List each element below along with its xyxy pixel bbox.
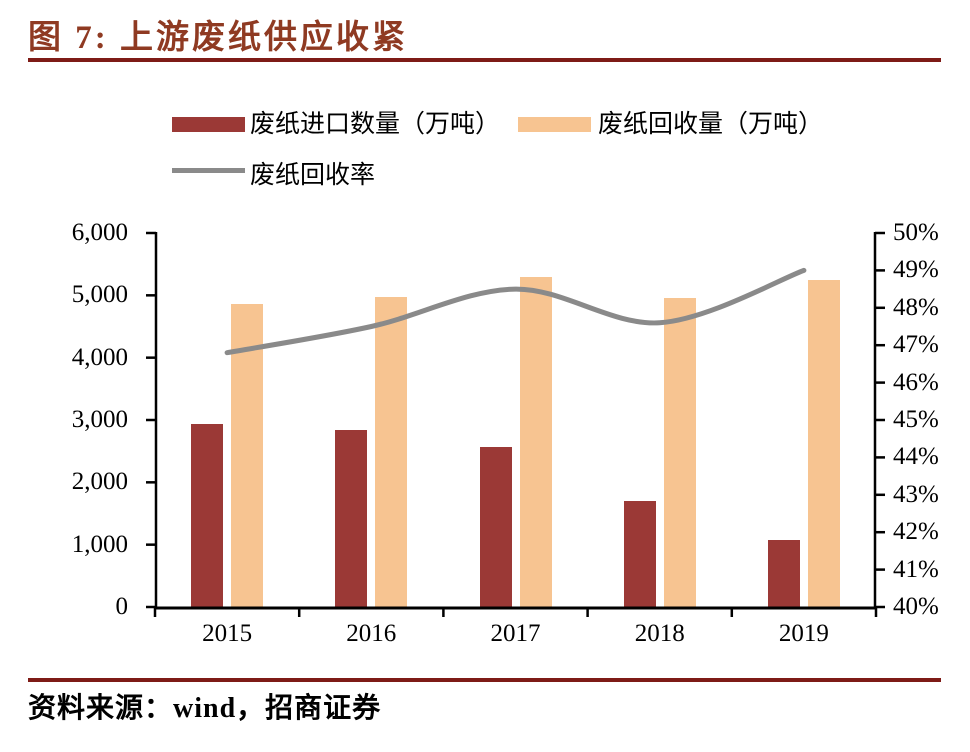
- y-axis-label-right: 45%: [893, 406, 939, 433]
- legend-label-imports: 废纸进口数量（万吨）: [250, 111, 501, 138]
- x-axis-label-year: 2019: [778, 620, 829, 647]
- y-axis-label-right: 41%: [893, 555, 939, 583]
- x-axis-label-year: 2016: [346, 620, 397, 647]
- legend-swatch-rate-line: [172, 168, 245, 173]
- y-axis-label-right: 40%: [893, 593, 939, 620]
- y-axis-label-right: 47%: [893, 331, 939, 359]
- y-axis-label-left: 1,000: [71, 530, 128, 558]
- y-axis-label-left: 5,000: [71, 281, 128, 309]
- y-axis-label-left: 0: [115, 593, 129, 620]
- bar-recovery: [231, 304, 264, 607]
- bar-recovery: [375, 296, 408, 607]
- source-divider: [28, 678, 941, 682]
- legend-swatch-recovery: [518, 117, 591, 132]
- y-axis-label-left: 2,000: [71, 468, 128, 496]
- title-divider: [28, 58, 941, 62]
- bar-recovery: [663, 298, 696, 607]
- y-axis-label-right: 48%: [893, 293, 939, 321]
- bar-imports: [623, 501, 656, 607]
- y-axis-label-right: 43%: [893, 480, 939, 508]
- x-axis-label-year: 2018: [634, 620, 685, 647]
- y-axis-label-right: 46%: [893, 368, 939, 396]
- bar-recovery: [519, 276, 552, 607]
- y-axis-label-right: 44%: [893, 443, 939, 471]
- recovery-rate-line: [224, 267, 807, 356]
- y-axis-label-left: 4,000: [71, 343, 128, 371]
- y-axis-label-right: 49%: [893, 256, 939, 284]
- bar-recovery: [807, 279, 840, 607]
- y-axis-label-right: 50%: [893, 219, 939, 246]
- legend-label-rate: 废纸回收率: [250, 162, 376, 189]
- legend-swatch-imports: [172, 117, 245, 132]
- source-note: 资料来源：wind，招商证券: [28, 693, 382, 724]
- y-axis-label-right: 42%: [893, 518, 939, 546]
- bar-imports: [335, 429, 368, 607]
- y-axis-label-left: 3,000: [71, 406, 128, 433]
- bar-imports: [479, 447, 512, 607]
- x-axis-label-year: 2017: [490, 620, 541, 647]
- figure-title: 图 7: 上游废纸供应收紧: [28, 20, 408, 56]
- y-axis-label-left: 6,000: [71, 219, 128, 246]
- bar-imports: [191, 424, 224, 607]
- legend-label-recovery: 废纸回收量（万吨）: [598, 111, 824, 138]
- x-axis-label-year: 2015: [202, 620, 253, 647]
- bar-imports: [767, 539, 800, 607]
